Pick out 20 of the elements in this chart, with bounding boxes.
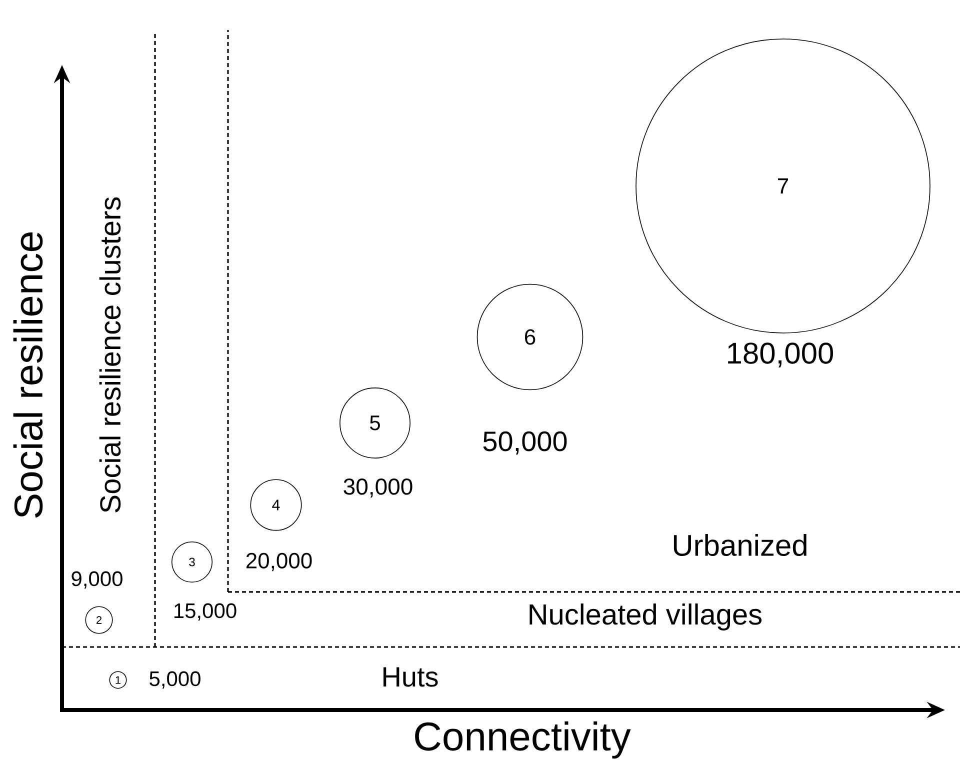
data-label: 50,000	[483, 431, 567, 455]
category-label: 2	[96, 616, 102, 624]
category-label: 4	[272, 500, 280, 510]
category-label: 7	[778, 178, 788, 194]
category-label: 3	[189, 558, 195, 566]
category-label: 6	[525, 329, 536, 345]
data-label: 30,000	[344, 478, 412, 498]
text: Connectivity	[415, 721, 631, 759]
text: Nucleated villages	[530, 603, 762, 631]
category-label: 1	[116, 676, 121, 684]
text: Urbanized	[674, 534, 806, 556]
text: Social resilience clusters	[99, 197, 121, 512]
category-label: 5	[370, 416, 380, 430]
data-label: 9,000	[72, 571, 122, 589]
text: Huts	[384, 667, 438, 687]
data-label: 5,000	[150, 671, 200, 689]
text: Social resilience	[13, 232, 43, 518]
data-label: 20,000	[246, 552, 312, 572]
data-label: 15,000	[174, 603, 236, 621]
data-label: 180,000	[728, 342, 834, 368]
